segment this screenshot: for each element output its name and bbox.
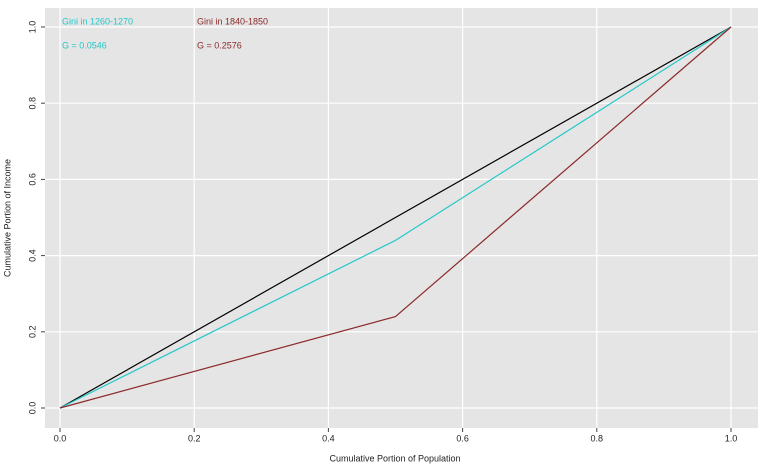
y-tick-label: 1.0 xyxy=(27,21,37,34)
y-tick-label: 0.4 xyxy=(27,249,37,262)
x-tick-label: 0.6 xyxy=(456,433,469,443)
y-tick-label: 0.8 xyxy=(27,97,37,110)
annotation: Gini in 1840-1850 xyxy=(197,16,268,26)
x-tick-label: 1.0 xyxy=(725,433,738,443)
x-tick-label: 0.4 xyxy=(322,433,335,443)
x-tick-label: 0.2 xyxy=(188,433,201,443)
y-tick-label: 0.6 xyxy=(27,173,37,186)
annotation: G = 0.0546 xyxy=(62,40,107,50)
y-tick-label: 0.2 xyxy=(27,326,37,339)
x-tick-label: 0.8 xyxy=(591,433,604,443)
y-axis-title: Cumulative Portion of Income xyxy=(2,159,12,277)
x-tick-label: 0.0 xyxy=(54,433,67,443)
y-tick-label: 0.0 xyxy=(27,402,37,415)
annotation: G = 0.2576 xyxy=(197,40,242,50)
lorenz-line xyxy=(59,26,732,409)
lorenz-line xyxy=(59,26,732,409)
plot-panel xyxy=(45,8,758,428)
lorenz-line xyxy=(59,26,732,409)
annotation: Gini in 1260-1270 xyxy=(62,16,133,26)
x-axis-title: Cumulative Portion of Population xyxy=(329,453,460,463)
